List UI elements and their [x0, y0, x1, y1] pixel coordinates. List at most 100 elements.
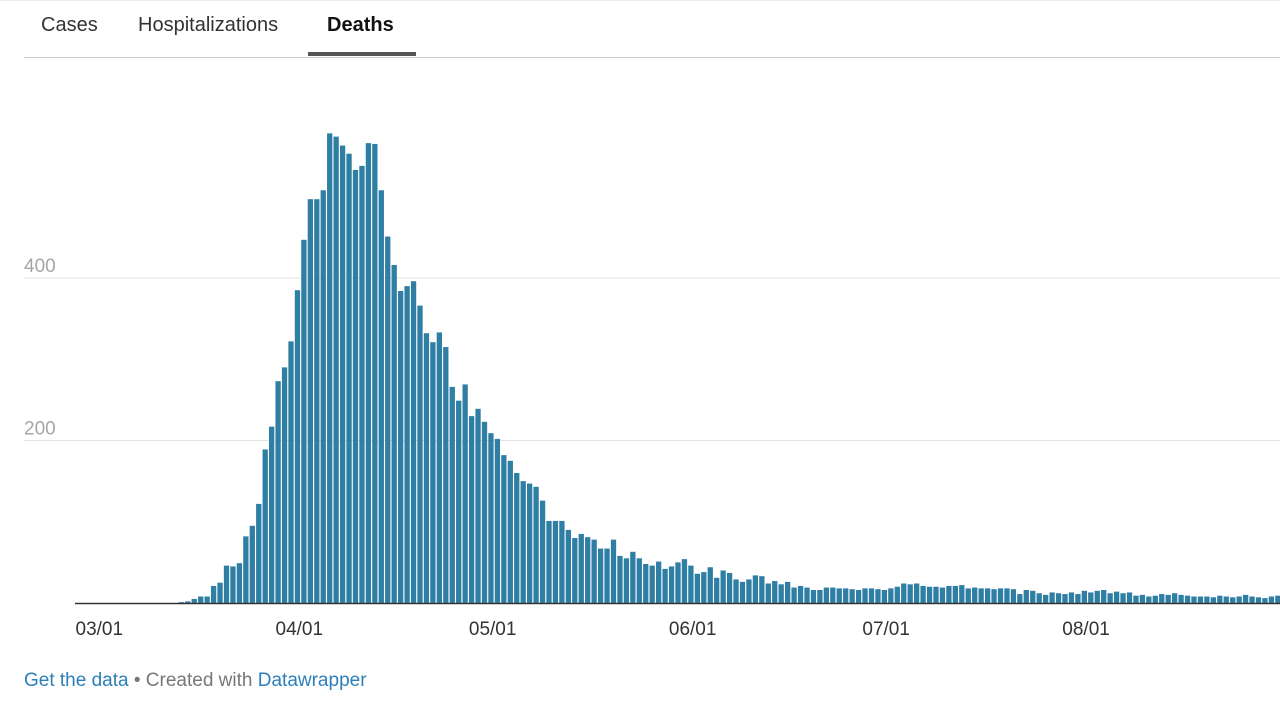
bar: [430, 342, 436, 603]
bar: [514, 473, 520, 603]
x-tick-label: 07/01: [862, 619, 910, 640]
bar: [391, 265, 397, 603]
bar: [714, 577, 720, 603]
bar: [314, 199, 320, 603]
bar: [585, 537, 591, 603]
bar: [604, 548, 610, 603]
bar: [1107, 593, 1113, 603]
bar: [578, 533, 584, 603]
bar: [1242, 594, 1249, 604]
tab-hospitalizations[interactable]: Hospitalizations: [138, 14, 279, 36]
bar: [914, 583, 920, 603]
bar: [636, 558, 642, 603]
bar: [752, 575, 759, 604]
bar: [565, 529, 571, 604]
bar: [423, 333, 430, 603]
bar: [533, 486, 539, 603]
bar: [681, 559, 688, 604]
bar: [210, 585, 217, 603]
bar: [1075, 594, 1081, 603]
bar: [178, 602, 184, 603]
bar: [507, 460, 513, 603]
bar: [668, 566, 675, 603]
bar: [1126, 592, 1133, 603]
bar: [501, 455, 507, 604]
bar: [901, 583, 907, 603]
bar: [849, 589, 855, 603]
top-border: [0, 0, 1280, 1]
footer-separator: •: [133, 670, 141, 691]
bar: [410, 281, 417, 603]
bar: [1159, 594, 1165, 603]
bar: [307, 199, 313, 603]
bar: [991, 589, 997, 603]
bar: [385, 236, 391, 603]
bar: [546, 520, 552, 603]
bar: [1004, 588, 1010, 604]
tab-cases[interactable]: Cases: [41, 14, 98, 36]
get-data-link[interactable]: Get the data: [24, 670, 129, 691]
tab-deaths[interactable]: Deaths: [327, 14, 394, 36]
bar: [372, 143, 378, 603]
bar: [552, 520, 559, 603]
bar: [436, 332, 442, 603]
bar: [791, 587, 797, 603]
y-tick-label: 200: [24, 419, 56, 440]
bar: [701, 572, 707, 604]
bar: [443, 347, 449, 603]
bar: [836, 588, 842, 604]
bar: [765, 583, 771, 603]
bar: [339, 145, 346, 603]
bar: [488, 433, 494, 603]
datawrapper-link[interactable]: Datawrapper: [257, 670, 367, 691]
bar: [1217, 595, 1223, 603]
bar: [1120, 593, 1126, 603]
bar: [301, 239, 307, 603]
bar: [1165, 594, 1171, 604]
bar: [1275, 595, 1280, 603]
bar: [675, 562, 681, 604]
bar: [630, 551, 636, 603]
bar: [1023, 590, 1029, 603]
x-tick-label: 04/01: [276, 619, 324, 640]
y-axis-labels: 200 400: [24, 256, 56, 440]
bar: [623, 558, 630, 603]
bar: [1088, 592, 1094, 603]
bar: [894, 586, 900, 603]
bar: [972, 587, 978, 603]
bar: [591, 539, 597, 604]
bar: [1223, 596, 1229, 603]
x-tick-label: 06/01: [669, 619, 717, 640]
bar: [997, 588, 1004, 604]
bar: [275, 381, 281, 603]
bar: [772, 581, 778, 603]
bar: [1236, 596, 1242, 603]
bar: [817, 590, 823, 603]
deaths-bar-chart: 200 400 03/01 04/01 05/01 06/01 07/01 08/01: [24, 133, 1280, 640]
bar: [1010, 589, 1017, 603]
bar: [1178, 594, 1184, 604]
bar: [746, 579, 752, 603]
bar: [1101, 590, 1107, 603]
bar: [462, 384, 468, 603]
x-tick-label: 05/01: [469, 619, 517, 640]
active-tab-indicator: [308, 52, 416, 56]
bar: [398, 291, 404, 603]
created-with-text: Created with: [145, 670, 253, 691]
bar: [694, 573, 700, 603]
bar: [1036, 593, 1042, 603]
bar: [1017, 594, 1023, 603]
bar: [249, 525, 255, 603]
bar: [256, 503, 262, 604]
bar: [1030, 590, 1036, 603]
bar: [1268, 596, 1275, 603]
bar: [778, 584, 784, 603]
bar: [656, 561, 662, 603]
bar: [1113, 591, 1120, 604]
bar: [688, 565, 694, 604]
bar: [494, 438, 501, 604]
bar: [475, 408, 481, 603]
bar: [294, 290, 301, 603]
bar: [984, 588, 991, 604]
bar: [1133, 595, 1139, 603]
